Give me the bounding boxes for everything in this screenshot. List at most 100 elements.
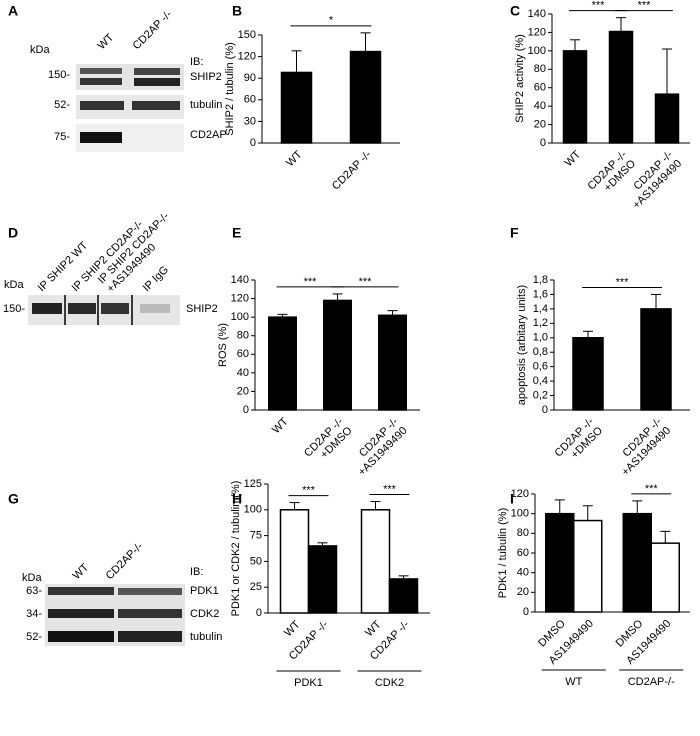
y-tick-label: 150 xyxy=(238,29,256,41)
y-tick-label: 100 xyxy=(511,508,529,520)
y-tick-label: 80 xyxy=(237,330,249,342)
band xyxy=(134,78,180,86)
bar xyxy=(360,509,391,614)
group-label: CD2AP-/- xyxy=(628,676,675,688)
y-axis-label: PDK1 / tubulin (%) xyxy=(497,508,509,598)
target-label: SHIP2 xyxy=(190,71,222,83)
panel-letter: E xyxy=(232,225,241,241)
band xyxy=(118,609,182,618)
bar xyxy=(349,50,382,144)
panel-letter: F xyxy=(510,225,519,241)
y-tick-label: 0 xyxy=(540,137,546,149)
marker-label: 150- xyxy=(3,303,25,315)
y-tick-label: 120 xyxy=(231,292,249,304)
y-tick-label: 80 xyxy=(534,63,546,75)
y-tick-label: 60 xyxy=(244,94,256,106)
panel-letter: G xyxy=(8,491,19,507)
significance-label: *** xyxy=(638,0,652,12)
y-tick-label: 25 xyxy=(250,581,262,593)
bar xyxy=(650,542,680,613)
significance-label: *** xyxy=(383,483,397,495)
bar xyxy=(268,316,297,411)
panel-letter: D xyxy=(8,225,18,241)
band xyxy=(118,588,182,595)
group-label: WT xyxy=(565,676,582,688)
kda-label: kDa xyxy=(22,572,42,584)
significance-label: *** xyxy=(304,276,318,288)
y-tick-label: 1,2 xyxy=(533,317,548,329)
y-tick-label: 1,6 xyxy=(533,288,548,300)
y-tick-label: 0 xyxy=(542,404,548,416)
y-tick-label: 100 xyxy=(244,504,262,516)
target-label: tubulin xyxy=(190,99,222,111)
bar xyxy=(573,519,603,613)
y-tick-label: 40 xyxy=(534,100,546,112)
y-tick-label: 80 xyxy=(517,527,529,539)
y-tick-label: 100 xyxy=(231,311,249,323)
y-tick-label: 90 xyxy=(244,72,256,84)
y-tick-label: 60 xyxy=(237,348,249,360)
significance-label: *** xyxy=(616,276,630,288)
panel-letter: B xyxy=(232,3,242,19)
blot-strip xyxy=(76,64,184,90)
y-tick-label: 0,2 xyxy=(533,389,548,401)
ib-label: IB: xyxy=(190,566,203,578)
y-tick-label: 0,8 xyxy=(533,346,548,358)
target-label: CDK2 xyxy=(190,608,219,620)
band xyxy=(101,303,129,314)
significance-label: *** xyxy=(592,0,606,12)
kda-label: kDa xyxy=(30,44,50,56)
band xyxy=(134,68,180,75)
significance-label: *** xyxy=(645,483,659,495)
bar xyxy=(622,512,652,613)
y-tick-label: 0,6 xyxy=(533,361,548,373)
band xyxy=(48,587,114,595)
y-tick-label: 60 xyxy=(517,547,529,559)
y-tick-label: 60 xyxy=(534,82,546,94)
y-tick-label: 0,4 xyxy=(533,375,548,387)
bar xyxy=(378,314,407,411)
y-axis-label: ROS (%) xyxy=(217,323,229,367)
band xyxy=(48,631,114,642)
y-tick-label: 20 xyxy=(237,385,249,397)
y-tick-label: 1,4 xyxy=(533,303,548,315)
group-label: CDK2 xyxy=(375,677,404,689)
bar xyxy=(388,578,419,614)
band xyxy=(80,68,122,74)
y-tick-label: 1,8 xyxy=(533,274,548,286)
bar xyxy=(562,50,588,144)
y-tick-label: 50 xyxy=(250,555,262,567)
band xyxy=(140,304,170,313)
y-axis-label: PDK1 or CDK2 / tubulin (%) xyxy=(230,481,242,617)
panel-letter: A xyxy=(8,3,18,19)
panel-letter: I xyxy=(510,491,514,507)
y-tick-label: 20 xyxy=(517,586,529,598)
y-tick-label: 0 xyxy=(523,606,529,618)
panel-letter: H xyxy=(232,491,242,507)
y-tick-label: 120 xyxy=(511,488,529,500)
y-tick-label: 100 xyxy=(528,45,546,57)
y-tick-label: 30 xyxy=(244,115,256,127)
y-tick-label: 40 xyxy=(517,567,529,579)
y-tick-label: 125 xyxy=(244,478,262,490)
target-label: PDK1 xyxy=(190,585,219,597)
target-label: SHIP2 xyxy=(186,303,218,315)
y-axis-label: SHIP2 / tubulin (%) xyxy=(224,42,236,136)
marker-label: 150- xyxy=(48,69,70,81)
y-tick-label: 120 xyxy=(528,26,546,38)
significance-label: *** xyxy=(359,276,373,288)
ib-label: IB: xyxy=(190,56,203,68)
band xyxy=(68,303,96,314)
y-axis-label: SHIP2 activity (%) xyxy=(514,34,526,123)
y-tick-label: 120 xyxy=(238,51,256,63)
bar xyxy=(640,308,672,411)
bar xyxy=(280,71,313,144)
y-tick-label: 140 xyxy=(528,8,546,20)
y-tick-label: 0 xyxy=(256,607,262,619)
y-tick-label: 40 xyxy=(237,367,249,379)
y-tick-label: 0 xyxy=(250,137,256,149)
group-label: PDK1 xyxy=(294,677,323,689)
marker-label: 52- xyxy=(26,631,42,643)
blot-g: G kDa WT CD2AP-/- IB: 63- 34- 52- PDK1 C… xyxy=(8,491,222,646)
